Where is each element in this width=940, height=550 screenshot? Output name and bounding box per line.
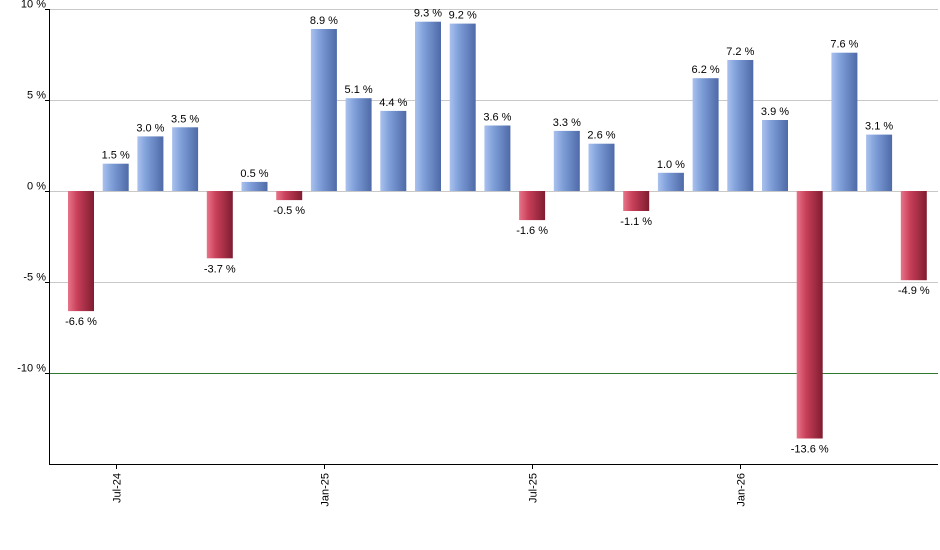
data-label: 9.3 % (414, 8, 442, 20)
data-label: 3.0 % (136, 122, 164, 134)
x-tick-label: Jul-25 (528, 473, 540, 503)
data-label: 2.6 % (587, 130, 615, 142)
data-label: 3.1 % (865, 121, 893, 133)
data-label: 4.4 % (379, 97, 407, 109)
data-label: 3.5 % (171, 113, 199, 125)
bar (241, 181, 268, 191)
data-label: 7.6 % (830, 39, 858, 51)
data-label: -3.7 % (204, 263, 236, 275)
axes: 10 % 5 % 0 % -5 % -10 % Jul-24 Jan-25 Jul-25 Jan… (17, 0, 938, 507)
data-label: -6.6 % (65, 316, 97, 328)
data-label: 5.1 % (345, 84, 373, 96)
bar (519, 191, 546, 221)
x-tick-label: Jul-24 (112, 473, 124, 503)
bar (449, 23, 476, 191)
bar (137, 136, 164, 191)
bar (831, 52, 858, 192)
bar (345, 98, 372, 191)
data-label: 3.6 % (483, 112, 511, 124)
bar (102, 163, 129, 191)
bar (276, 191, 303, 201)
bars (68, 21, 927, 439)
bar (206, 191, 233, 259)
bar (415, 21, 441, 192)
bar (762, 120, 788, 191)
data-label: -13.6 % (791, 444, 829, 456)
bar (380, 110, 407, 191)
bar (484, 125, 511, 191)
bar (900, 191, 927, 281)
bar (68, 191, 94, 312)
data-label: 3.3 % (553, 117, 581, 129)
data-label: -0.5 % (273, 205, 305, 217)
data-label: 6.2 % (692, 64, 720, 76)
y-tick-label: -5 % (23, 272, 46, 284)
data-label: -1.1 % (620, 216, 652, 228)
bar (623, 191, 650, 211)
x-tick-label: Jan-25 (320, 473, 332, 507)
bar (172, 127, 199, 191)
bar (866, 134, 893, 191)
bar (692, 78, 719, 191)
y-tick-label: 10 % (21, 0, 46, 11)
data-label: -4.9 % (898, 285, 930, 297)
y-tick-label: -10 % (17, 363, 46, 375)
data-label: 0.5 % (240, 168, 268, 180)
y-tick-label: 5 % (27, 90, 46, 102)
data-label: 8.9 % (310, 15, 338, 27)
x-tick-label: Jan-26 (736, 473, 748, 507)
data-label: 7.2 % (726, 46, 754, 58)
data-label: 1.0 % (657, 159, 685, 171)
data-labels: -6.6 % 1.5 % 3.0 % 3.5 % -3.7 % 0.5 % -0.5 % 8.… (65, 8, 930, 456)
bar (553, 130, 580, 191)
data-label: 1.5 % (102, 150, 130, 162)
bar (310, 29, 337, 191)
data-label: -1.6 % (516, 225, 548, 237)
data-label: 9.2 % (449, 10, 477, 22)
data-label: 3.9 % (761, 106, 789, 118)
bar (796, 191, 823, 439)
bar (588, 143, 615, 191)
bar (727, 60, 754, 191)
grid-lines (49, 9, 938, 283)
bar (657, 172, 684, 191)
y-tick-label: 0 % (27, 181, 46, 193)
